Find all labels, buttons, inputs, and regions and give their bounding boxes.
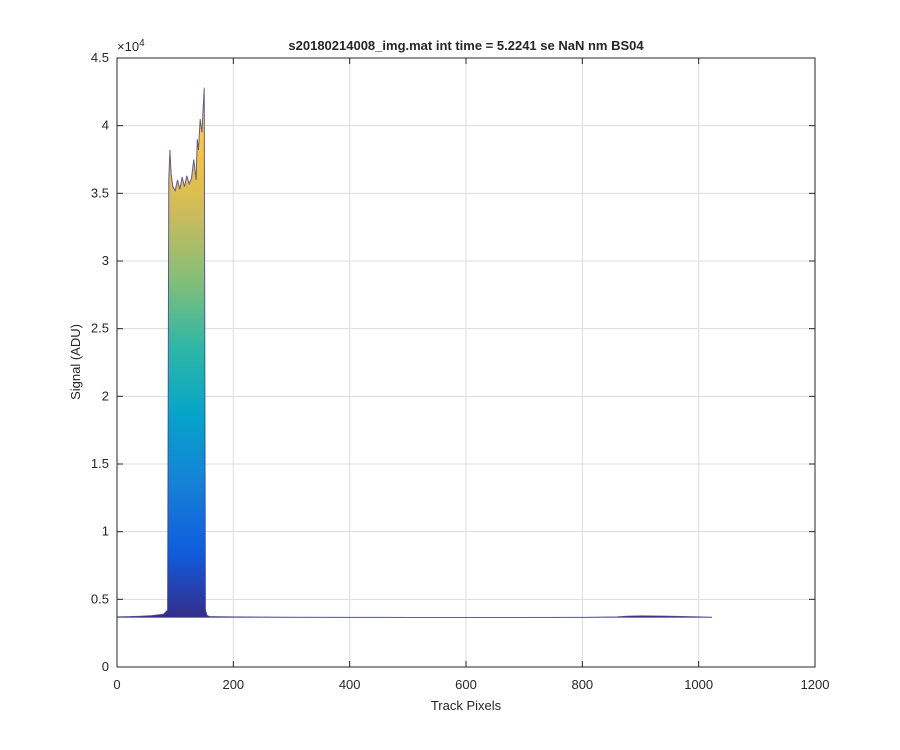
chart-title: s20180214008_img.mat int time = 5.2241 s… bbox=[288, 38, 644, 53]
y-axis-ticks: 0 0.5 1 1.5 2 2.5 3 3.5 4 4.5 bbox=[91, 50, 815, 674]
y-tick-label: 0 bbox=[102, 659, 109, 674]
x-axis-ticks: 0 200 400 600 800 1000 1200 bbox=[113, 58, 829, 692]
x-tick-label: 400 bbox=[339, 677, 361, 692]
y-tick-label: 1.5 bbox=[91, 456, 109, 471]
x-tick-label: 200 bbox=[222, 677, 244, 692]
y-tick-label: 2 bbox=[102, 388, 109, 403]
y-tick-label: 4.5 bbox=[91, 50, 109, 65]
y-tick-label: 3 bbox=[102, 253, 109, 268]
y-tick-label: 4 bbox=[102, 118, 109, 133]
y-tick-label: 3.5 bbox=[91, 185, 109, 200]
y-axis-label: Signal (ADU) bbox=[68, 324, 83, 400]
x-tick-label: 0 bbox=[113, 677, 120, 692]
y-tick-label: 1 bbox=[102, 524, 109, 539]
y-tick-label: 0.5 bbox=[91, 591, 109, 606]
y-axis-exponent-power: 4 bbox=[139, 38, 145, 49]
y-axis-exponent: ×104 bbox=[117, 38, 145, 54]
x-tick-label: 600 bbox=[455, 677, 477, 692]
x-axis-label: Track Pixels bbox=[431, 698, 502, 713]
signal-area bbox=[117, 87, 713, 618]
y-tick-label: 2.5 bbox=[91, 321, 109, 336]
signal-line bbox=[116, 87, 713, 618]
x-tick-label: 1000 bbox=[684, 677, 713, 692]
grid-lines bbox=[117, 58, 815, 667]
x-tick-label: 1200 bbox=[801, 677, 830, 692]
data-series bbox=[116, 87, 713, 618]
x-tick-label: 800 bbox=[571, 677, 593, 692]
y-axis-exponent-base: ×10 bbox=[117, 39, 139, 54]
